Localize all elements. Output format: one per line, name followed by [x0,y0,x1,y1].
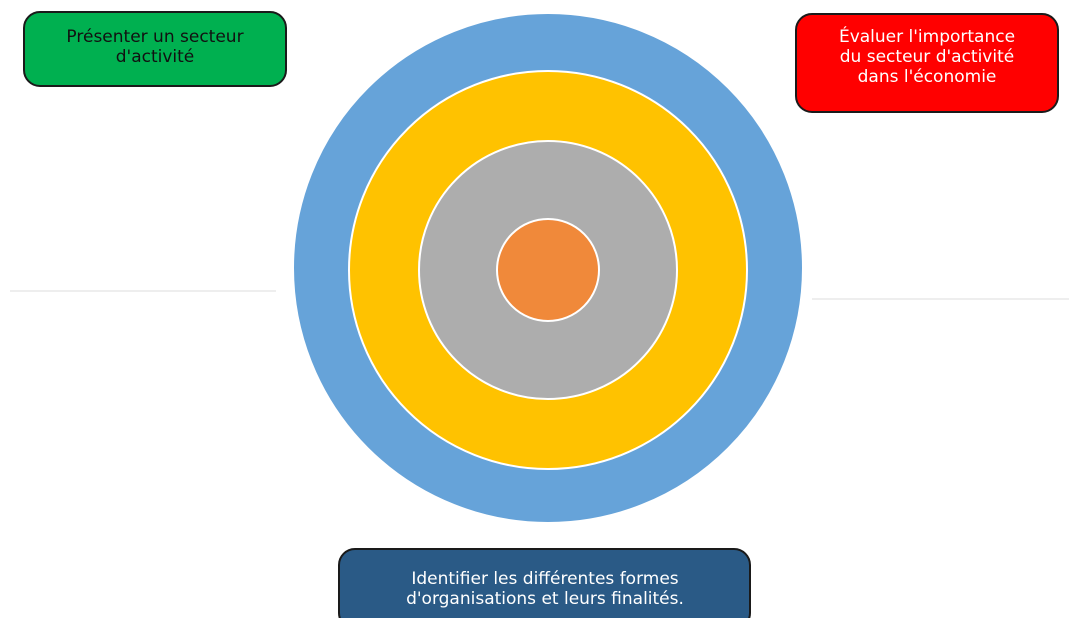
box-green [23,11,287,87]
box-blue [338,548,751,622]
box-label: Identifier les différentes formes [411,569,678,589]
box-label: Présenter un secteur [66,27,243,47]
box-label: d'activité [116,47,195,67]
box-label: du secteur d'activité [840,47,1014,67]
core [496,218,600,322]
box-label: d'organisations et leurs finalités. [406,589,684,609]
box-label: dans l'économie [858,67,997,87]
box-label: Évaluer l'importance [839,25,1015,47]
box-red [795,13,1059,113]
